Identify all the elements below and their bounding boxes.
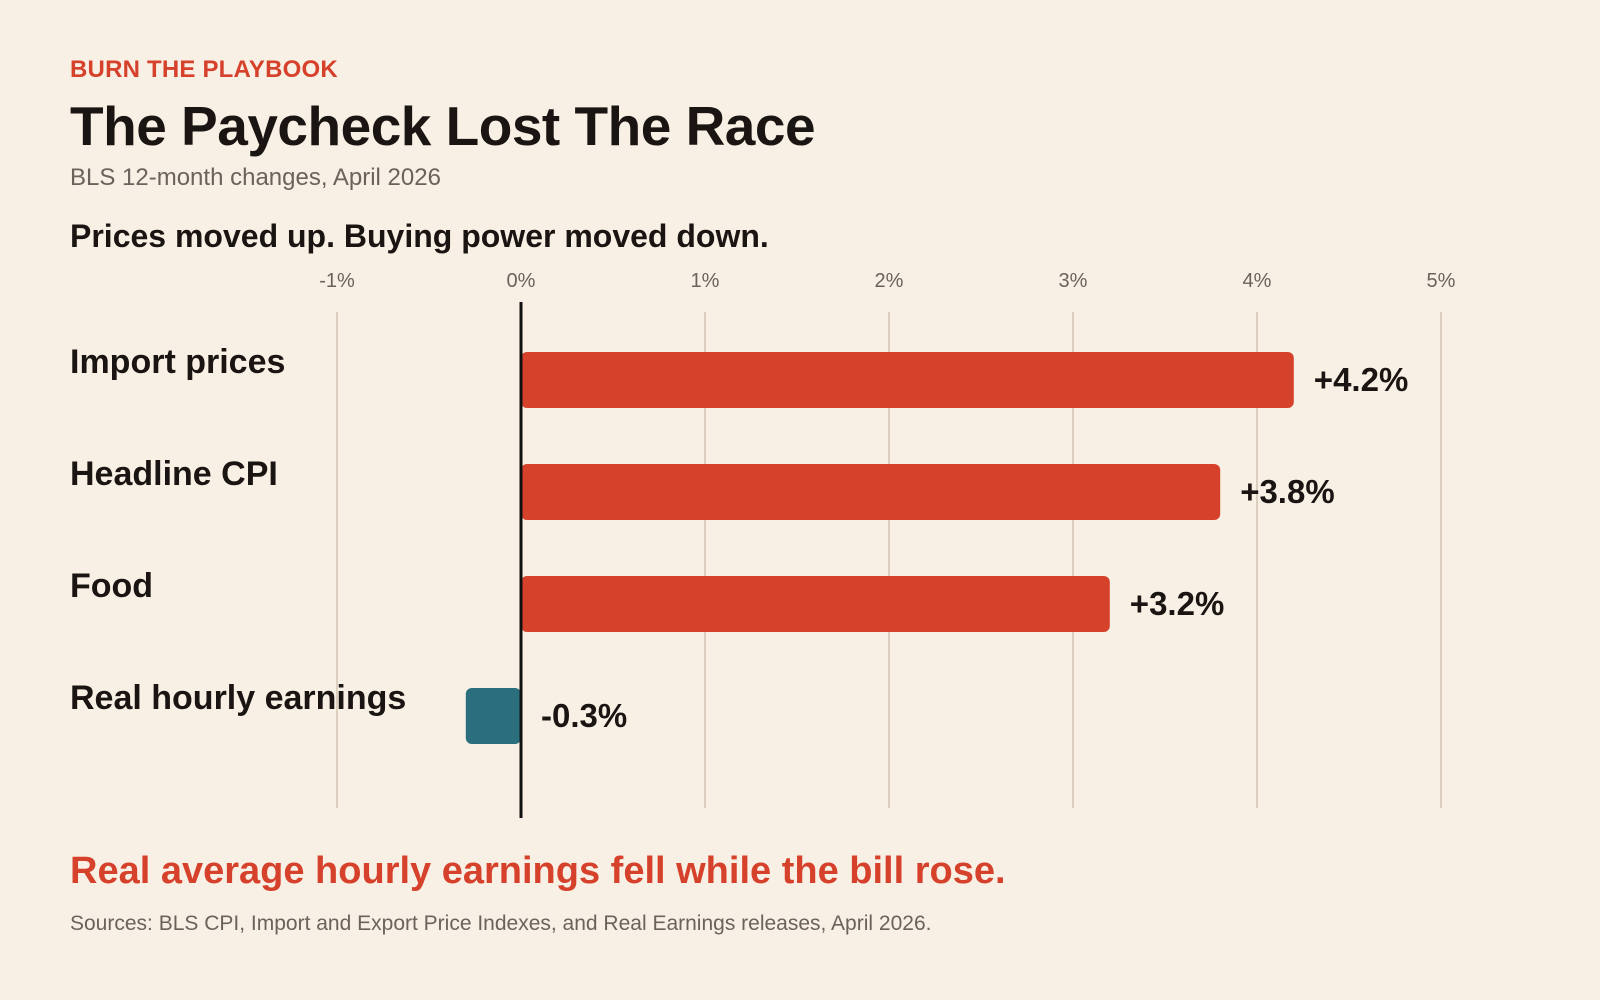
value-label: +4.2% [1314,361,1409,398]
chart-takeaway: Real average hourly earnings fell while … [70,850,1006,892]
bar [521,464,1221,520]
category-label: Headline CPI [70,455,278,493]
source-note: Sources: BLS CPI, Import and Export Pric… [70,912,932,935]
tick-label: 0% [507,270,536,292]
value-label: +3.8% [1240,473,1335,510]
bar [465,688,521,744]
bar-chart: -1% 0% 1% 2% 3% 4% 5% Import prices +4.2% Headlin… [70,270,1456,818]
page-subtitle: BLS 12-month changes, April 2026 [70,164,441,191]
tick-label: 2% [875,270,904,292]
bar [521,576,1110,632]
value-label: -0.3% [541,697,627,734]
tick-label: 4% [1243,270,1272,292]
category-label: Real hourly earnings [70,679,406,717]
kicker-label: BURN THE PLAYBOOK [70,56,338,83]
chart-heading: Prices moved up. Buying power moved down… [70,218,769,254]
page-title: The Paycheck Lost The Race [70,95,816,157]
category-label: Import prices [70,343,285,381]
tick-label: 1% [691,270,720,292]
bar [521,352,1294,408]
tick-label: -1% [319,270,355,292]
value-label: +3.2% [1130,585,1225,622]
category-label: Food [70,567,153,605]
tick-label: 3% [1059,270,1088,292]
tick-label: 5% [1427,270,1456,292]
